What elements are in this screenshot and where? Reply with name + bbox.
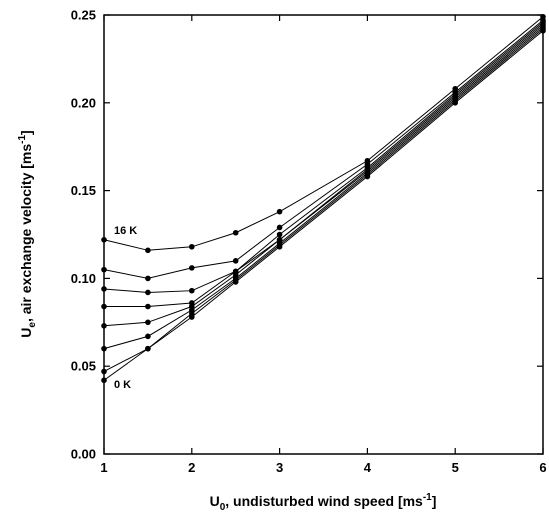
series-6-point-4 [276, 224, 283, 231]
y-axis-label-sup: -1 [17, 135, 28, 144]
y-tick-label-5: 0.25 [71, 8, 96, 23]
series-7-point-0 [101, 236, 107, 243]
series-1-point-0 [101, 368, 107, 375]
y-tick-label-4: 0.20 [71, 95, 96, 110]
series-line-6 [103, 19, 544, 279]
x-axis-label: U0, undisturbed wind speed [ms-1] [210, 492, 437, 513]
series-5-point-3 [232, 268, 239, 275]
x-tick-label-2: 3 [276, 460, 283, 475]
series-1-point-1 [145, 345, 151, 352]
y-tick-label-2: 0.10 [71, 271, 96, 286]
series-5-point-4 [276, 231, 283, 238]
series-5-point-0 [101, 286, 107, 292]
x-axis-label-text: , undisturbed wind speed [ms [225, 493, 423, 509]
x-tick-label-5: 6 [539, 460, 546, 475]
series-6-point-1 [145, 275, 151, 282]
x-tick-label-1: 2 [188, 460, 195, 475]
series-4-point-1 [145, 303, 151, 310]
x-axis-label-sup: -1 [423, 492, 432, 503]
series-4-point-2 [189, 300, 195, 306]
series-7-point-1 [145, 247, 151, 254]
series-3-point-0 [101, 323, 107, 329]
series-7-point-4 [276, 208, 283, 215]
plot-frame [103, 14, 544, 455]
series-5-point-1 [145, 289, 151, 296]
y-axis-label: Ue, air exchange velocity [ms-1] [17, 130, 38, 337]
x-axis-label-end: ] [432, 493, 437, 509]
y-tick-label-3: 0.15 [71, 183, 96, 198]
annotation-16k: 16 K [114, 225, 137, 237]
series-7-point-6 [452, 85, 459, 92]
x-tick-label-4: 5 [452, 460, 459, 475]
series-line-1 [103, 28, 544, 372]
series-line-2 [103, 26, 544, 350]
x-tick-label-3: 4 [364, 460, 372, 475]
series-3-point-1 [145, 319, 151, 326]
series-6-point-0 [101, 266, 107, 273]
series-layer [101, 13, 546, 384]
series-4-point-4 [276, 236, 283, 243]
y-axis-label-sub: e [27, 322, 38, 328]
series-7-point-5 [364, 157, 371, 164]
series-2-point-1 [145, 333, 151, 340]
x-tick-label-0: 1 [100, 460, 107, 475]
series-line-5 [103, 21, 544, 293]
series-0-point-0 [101, 377, 107, 384]
series-7-point-2 [189, 243, 195, 250]
y-axis-ticks: 0.00 0.05 0.10 0.15 0.20 0.25 [71, 8, 543, 462]
x-axis-ticks: 1 2 3 4 5 6 [100, 15, 547, 475]
series-line-3 [103, 25, 544, 327]
annotation-0k: 0 K [114, 379, 131, 391]
series-line-4 [104, 23, 544, 307]
series-6-point-2 [189, 265, 195, 271]
x-axis-label-sub: 0 [220, 502, 226, 513]
series-7-point-7 [540, 13, 546, 20]
series-5-point-2 [189, 287, 195, 294]
y-axis-label-text: , air exchange velocity [ms [18, 144, 34, 322]
series-6-point-3 [232, 258, 239, 264]
y-axis-label-end: ] [18, 130, 34, 135]
y-tick-label-0: 0.00 [71, 447, 96, 462]
y-tick-label-1: 0.05 [71, 359, 96, 374]
x-axis-label-main: U [210, 493, 220, 509]
series-2-point-0 [101, 345, 107, 352]
series-4-point-0 [101, 303, 107, 310]
y-axis-label-main: U [18, 328, 34, 338]
series-line-7 [103, 16, 544, 251]
series-7-point-3 [232, 229, 239, 236]
